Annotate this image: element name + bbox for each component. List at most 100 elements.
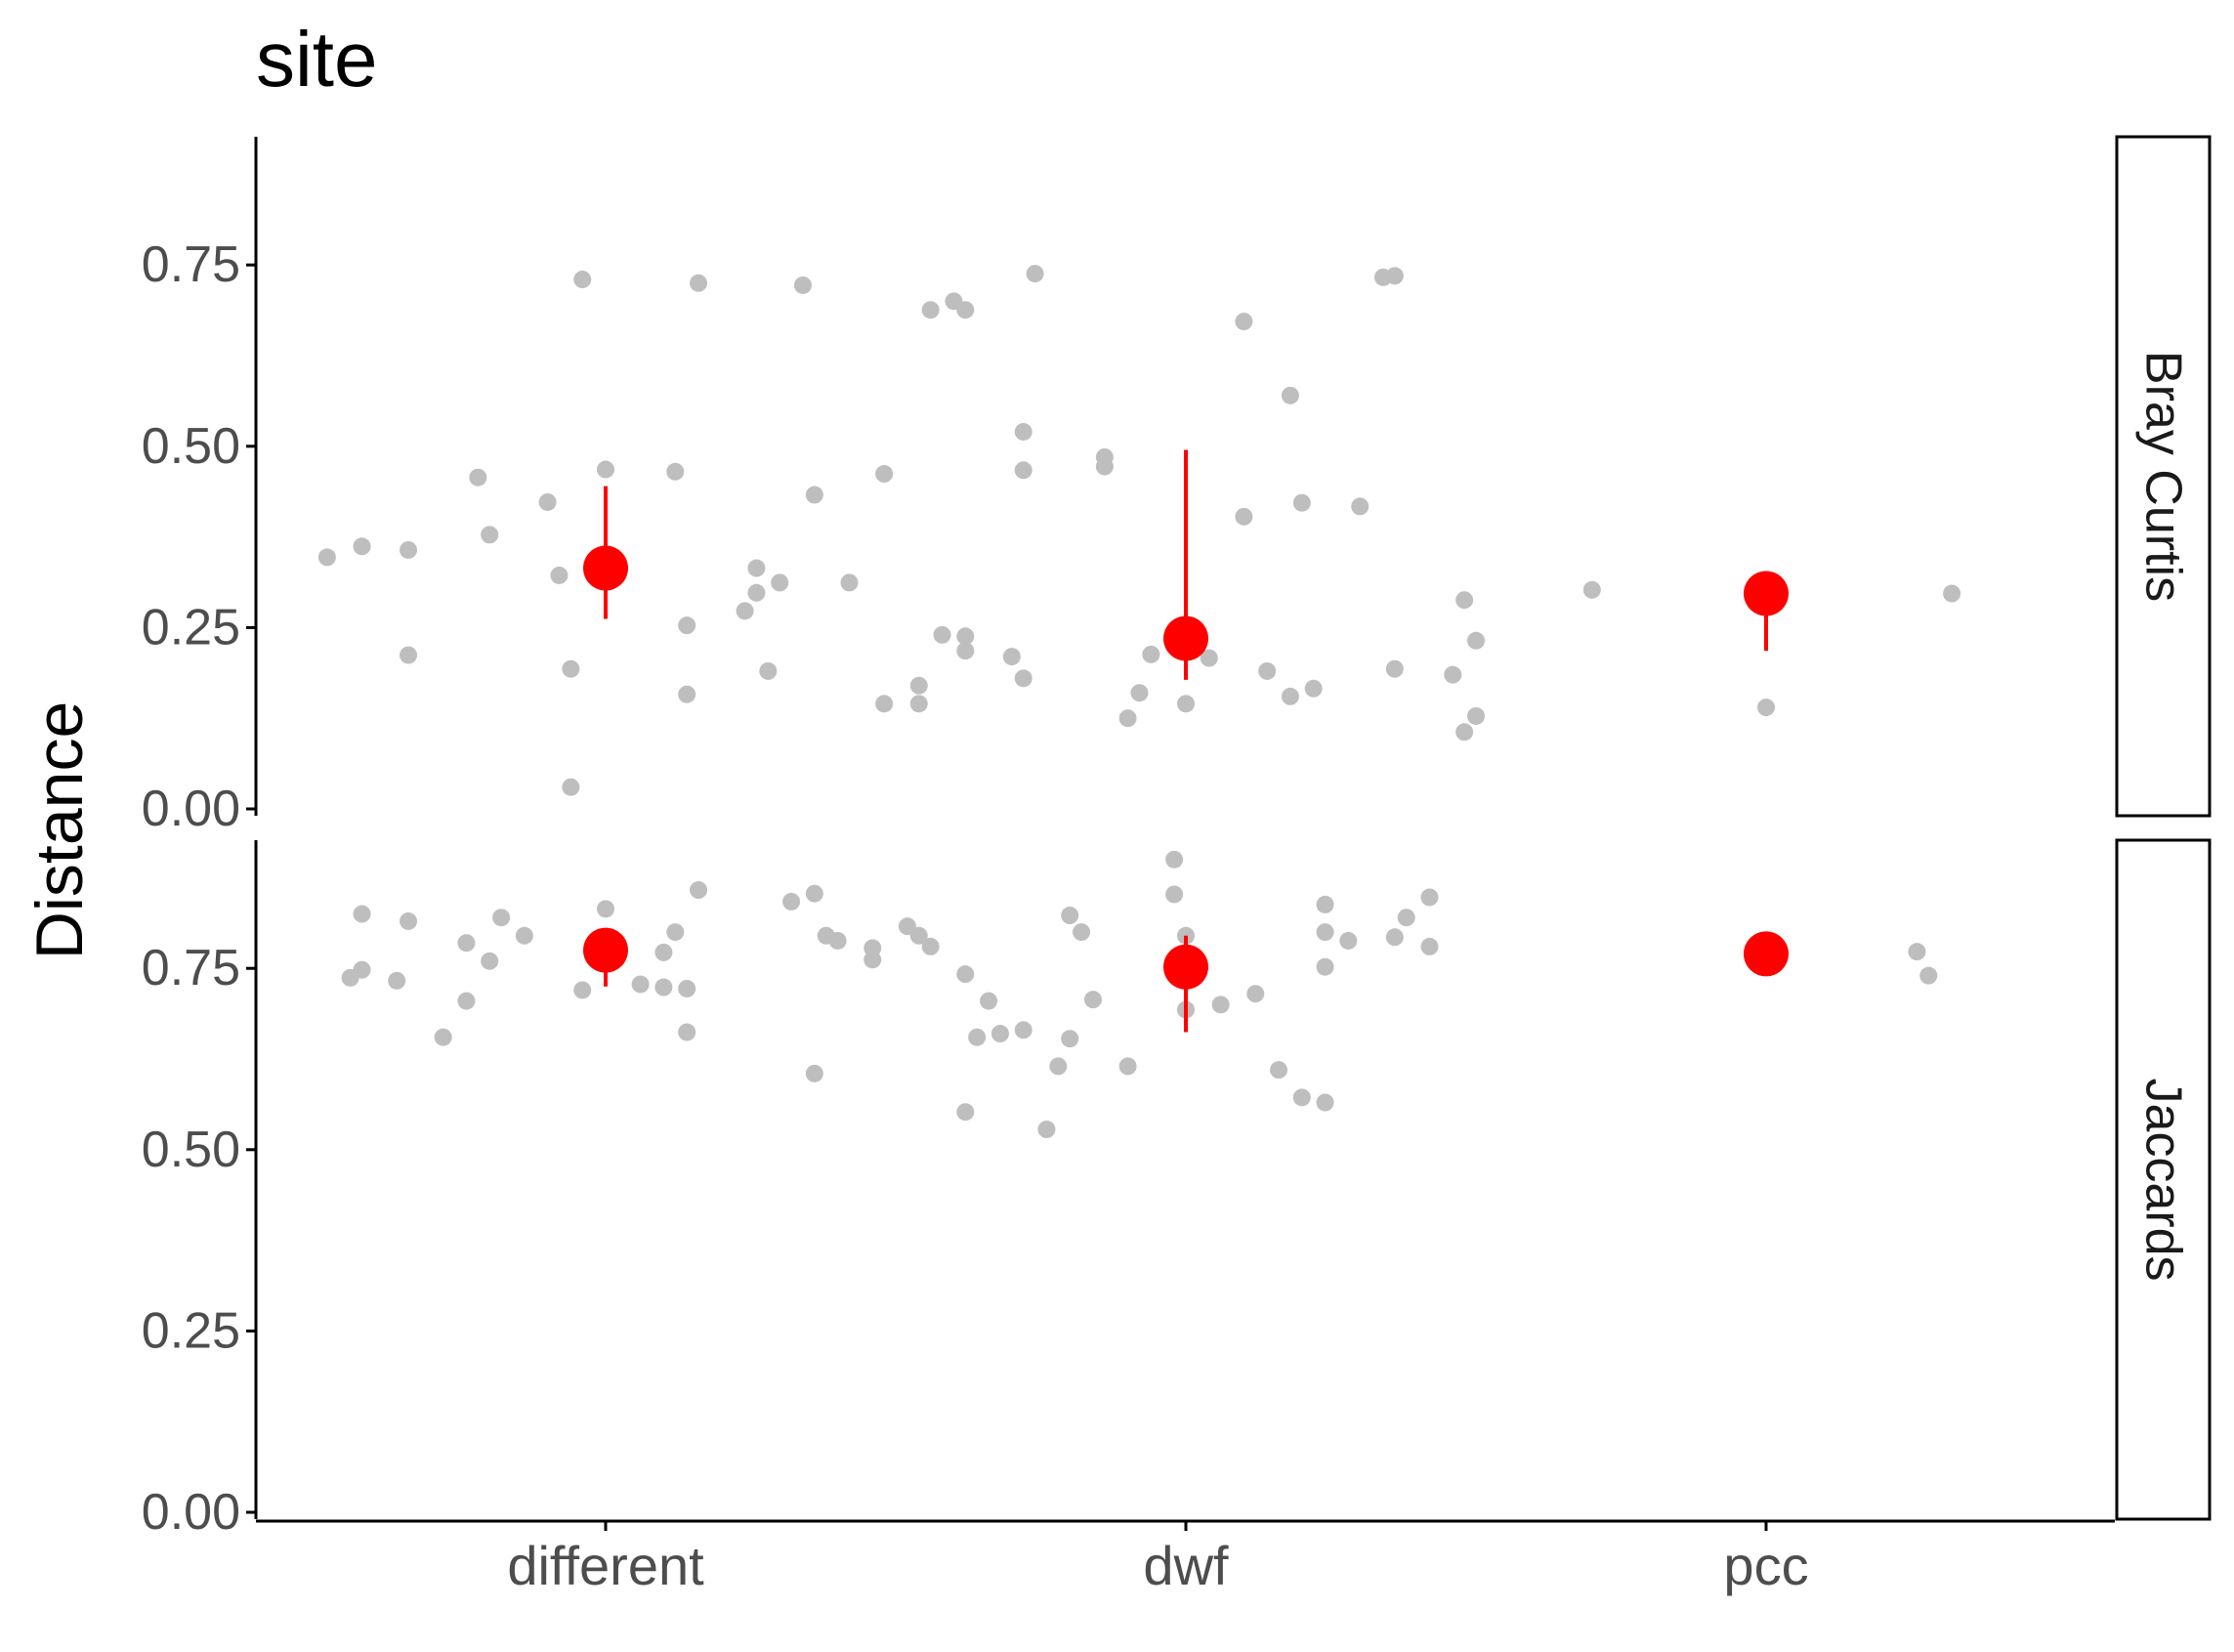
data-point xyxy=(1061,907,1079,925)
data-point xyxy=(388,971,406,990)
data-point xyxy=(1281,687,1299,705)
data-point xyxy=(1455,723,1474,741)
data-point xyxy=(1385,267,1404,285)
summary-mean-point xyxy=(1744,571,1789,616)
data-point xyxy=(1292,1088,1311,1107)
facet-strip xyxy=(2115,135,2212,818)
y-axis-label: Distance xyxy=(22,701,97,960)
data-point xyxy=(400,646,418,664)
data-point xyxy=(1270,1061,1288,1080)
data-point xyxy=(840,573,859,592)
chart-title: site xyxy=(256,16,378,103)
data-point xyxy=(690,881,708,900)
data-point xyxy=(909,926,928,945)
data-point xyxy=(909,695,928,713)
summary-mean-point xyxy=(583,927,628,973)
data-point xyxy=(1420,937,1439,955)
summary-mean-point xyxy=(583,545,628,591)
data-point xyxy=(828,931,847,950)
data-point xyxy=(1200,649,1218,667)
data-point xyxy=(1397,909,1415,927)
data-point xyxy=(1339,931,1358,950)
data-point xyxy=(1026,265,1044,283)
data-point xyxy=(1258,661,1277,680)
data-point xyxy=(875,465,894,484)
data-point xyxy=(1211,995,1230,1014)
data-point xyxy=(864,951,882,969)
y-tick-label: 0.75 xyxy=(142,940,240,996)
y-tick-label: 0.25 xyxy=(142,599,240,656)
summary-mean-point xyxy=(1163,615,1208,661)
x-tick-label: dwf xyxy=(1143,1535,1229,1596)
data-point xyxy=(1467,631,1485,650)
data-point xyxy=(1455,591,1474,610)
facet-strip-label: Jaccards xyxy=(2135,1078,2192,1281)
data-point xyxy=(759,661,778,680)
data-point xyxy=(341,968,359,987)
data-point xyxy=(492,909,511,927)
data-point xyxy=(631,975,650,994)
data-point xyxy=(1130,684,1149,702)
panel-bray-curtis: 0.00 0.25 0.50 0.75 Bray Curtis xyxy=(142,135,2212,837)
data-point xyxy=(956,965,975,984)
y-tick-label: 0.25 xyxy=(142,1302,240,1359)
data-point xyxy=(1118,709,1137,728)
data-point xyxy=(921,937,940,955)
y-tick-label: 0.00 xyxy=(142,1484,240,1541)
data-point xyxy=(562,659,580,678)
data-point xyxy=(1095,457,1114,476)
data-point xyxy=(1061,1030,1079,1048)
data-point xyxy=(1014,461,1033,480)
data-point xyxy=(1014,1021,1033,1039)
data-point xyxy=(1304,679,1323,698)
data-point xyxy=(1142,645,1160,663)
x-tick-label: different xyxy=(507,1535,704,1596)
data-point xyxy=(1316,1093,1334,1112)
data-point xyxy=(550,566,569,584)
data-point xyxy=(597,900,614,918)
data-point xyxy=(317,548,336,567)
y-tick-label: 0.50 xyxy=(142,1122,240,1178)
data-point xyxy=(736,602,754,620)
data-point xyxy=(1385,928,1404,947)
summary-mean-point xyxy=(1744,931,1789,977)
data-point xyxy=(1281,386,1299,404)
data-point xyxy=(1444,665,1462,684)
data-point xyxy=(1165,885,1184,904)
data-point xyxy=(1014,422,1033,441)
summary-mean-point xyxy=(1163,944,1208,990)
data-point xyxy=(1002,648,1021,666)
data-point xyxy=(933,625,951,644)
data-point xyxy=(481,952,499,970)
data-point xyxy=(1467,706,1485,725)
data-point xyxy=(805,486,823,504)
data-point xyxy=(1118,1057,1137,1076)
data-point xyxy=(1037,1121,1056,1139)
data-point xyxy=(678,979,696,997)
data-point xyxy=(666,462,685,481)
data-point xyxy=(1235,507,1253,526)
data-point xyxy=(771,573,789,592)
data-point xyxy=(678,616,696,635)
data-point xyxy=(1165,850,1184,868)
data-point xyxy=(434,1028,452,1046)
data-point xyxy=(1246,985,1265,1003)
data-point xyxy=(805,884,823,903)
data-point xyxy=(597,460,614,479)
data-point xyxy=(805,1064,823,1082)
data-point xyxy=(956,627,975,646)
data-point xyxy=(909,676,928,695)
data-point xyxy=(353,905,371,923)
y-tick-label: 0.00 xyxy=(142,781,240,837)
y-tick-label: 0.75 xyxy=(142,236,240,293)
y-tick-label: 0.50 xyxy=(142,418,240,475)
data-point xyxy=(481,526,499,544)
data-point xyxy=(666,923,685,942)
data-point xyxy=(921,301,940,319)
facet-strip-label: Bray Curtis xyxy=(2135,351,2192,602)
x-tick-label: pcc xyxy=(1723,1535,1808,1596)
data-point xyxy=(747,583,766,602)
data-point xyxy=(1919,966,1938,985)
